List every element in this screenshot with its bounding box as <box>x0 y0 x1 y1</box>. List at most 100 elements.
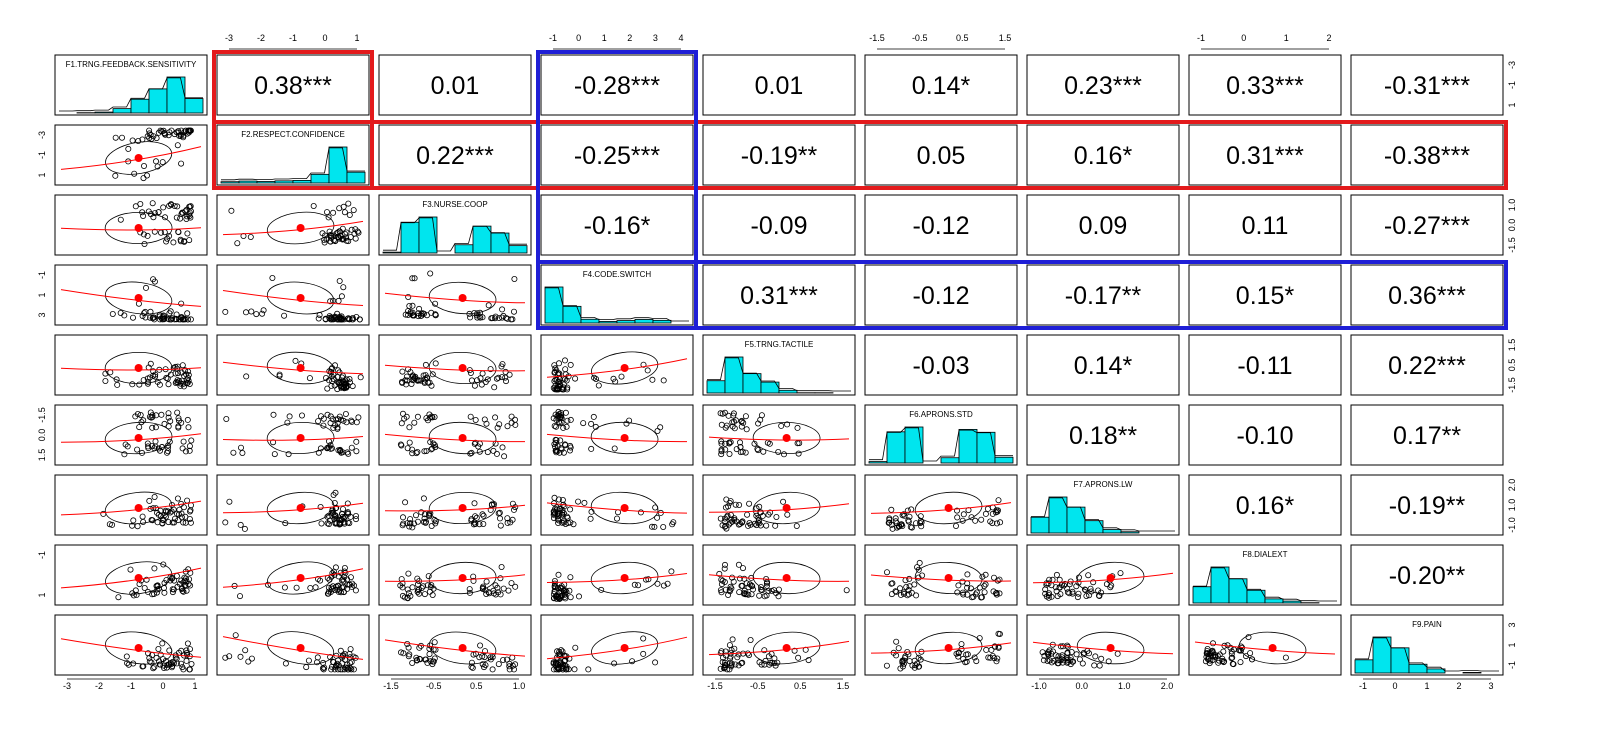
scatter-point <box>226 653 233 660</box>
scatter-point <box>343 234 350 241</box>
scatter-point <box>558 647 565 654</box>
scatter-point <box>487 506 494 513</box>
scatter-point <box>595 382 602 389</box>
scatter-point <box>741 575 748 582</box>
scatter-point <box>318 520 325 527</box>
histogram-bar <box>184 98 204 114</box>
scatter-point <box>222 654 229 661</box>
scatter-point <box>738 660 745 667</box>
correlation-ellipse <box>752 421 821 455</box>
scatter-point <box>485 589 492 596</box>
scatter-point <box>159 520 166 527</box>
scatter-point <box>552 439 559 446</box>
scatter-point <box>1229 660 1236 667</box>
scatter-point <box>348 659 355 666</box>
mean-point <box>458 504 467 512</box>
scatter-points <box>399 495 519 531</box>
scatter-point <box>269 274 276 281</box>
scatter-point <box>165 442 172 449</box>
scatter-point <box>660 582 667 589</box>
scatter-cell <box>378 404 532 466</box>
scatter-point <box>964 584 971 591</box>
density-curve <box>383 217 527 252</box>
scatter-point <box>991 574 998 581</box>
scatter-point <box>1081 586 1088 593</box>
scatter-points <box>222 632 359 673</box>
scatter-point <box>888 506 895 513</box>
scatter-point <box>1247 650 1254 657</box>
scatter-point <box>427 270 434 277</box>
axis-ticks: -3 -2 -1 0 1 -3 -2 -1 0 1 -1.5 -0.5 0.5 1.0 -1 0 1 2 3 4 -1.… <box>37 33 1517 691</box>
correlation-cell <box>864 194 1018 256</box>
scatter-point <box>355 414 362 421</box>
scatter-point <box>1064 655 1071 662</box>
scatter-point <box>1073 651 1080 658</box>
scatter-point <box>405 590 412 597</box>
scatter-point <box>144 232 151 239</box>
scatter-point <box>561 593 568 600</box>
scatter-point <box>495 661 502 668</box>
scatter-point <box>325 214 332 221</box>
scatter-point <box>160 204 167 211</box>
scatter-points <box>884 559 1003 601</box>
scatter-point <box>995 644 1002 651</box>
scatter-point <box>576 593 583 600</box>
scatter-point <box>161 229 168 236</box>
variable-label: F1.TRNG.FEEDBACK.SENSITIVITY <box>66 60 197 69</box>
histogram-bar <box>292 179 312 184</box>
side-tick-label: -1 <box>37 271 47 279</box>
scatter-point <box>432 312 439 319</box>
scatter-point <box>151 228 158 235</box>
histogram-bar <box>1030 516 1050 534</box>
correlation-ellipse <box>914 561 983 595</box>
scatter-point <box>415 313 422 320</box>
scatter-point <box>406 424 413 431</box>
scatter-point <box>497 522 504 529</box>
scatter-point <box>964 571 971 578</box>
side-tick-label: 1 <box>1507 642 1517 647</box>
scatter-point <box>893 638 900 645</box>
mean-point <box>296 224 305 232</box>
scatter-point <box>552 661 559 668</box>
scatter-point <box>115 594 122 601</box>
scatter-point <box>657 424 664 431</box>
scatter-point <box>350 666 357 673</box>
scatter-cell <box>216 474 370 536</box>
loess-smoother <box>870 574 1012 582</box>
scatter-point <box>117 216 124 223</box>
scatter-point <box>982 571 989 578</box>
scatter-point <box>509 516 516 523</box>
correlation-ellipse <box>914 631 983 665</box>
loess-smoother <box>60 146 202 170</box>
scatter-point <box>1052 584 1059 591</box>
scatter-point <box>149 413 156 420</box>
scatter-point <box>132 413 139 420</box>
mean-point <box>782 644 791 652</box>
scatter-point <box>1075 590 1082 597</box>
scatter-cell <box>864 544 1018 606</box>
scatter-point <box>992 509 999 516</box>
scatter-point <box>325 590 332 597</box>
histogram-bar <box>940 457 960 464</box>
scatter-points <box>222 489 359 532</box>
scatter-point <box>1044 650 1051 657</box>
scatter-point <box>499 444 506 451</box>
scatter-point <box>409 275 416 282</box>
scatter-point <box>1057 643 1064 650</box>
scatter-point <box>330 659 337 666</box>
scatter-point <box>772 662 779 669</box>
scatter-point <box>1096 662 1103 669</box>
scatter-point <box>504 519 511 526</box>
scatter-point <box>169 586 176 593</box>
scatter-cell <box>378 334 532 396</box>
scatter-point <box>964 651 971 658</box>
scatter-point <box>889 525 896 532</box>
scatter-point <box>149 424 156 431</box>
scatter-point <box>756 517 763 524</box>
scatter-point <box>315 418 322 425</box>
diag-cell-frame <box>216 124 370 186</box>
side-tick-label: 3 <box>37 312 47 317</box>
scatter-point <box>976 584 983 591</box>
scatter-point <box>567 447 574 454</box>
scatter-point <box>884 569 891 576</box>
